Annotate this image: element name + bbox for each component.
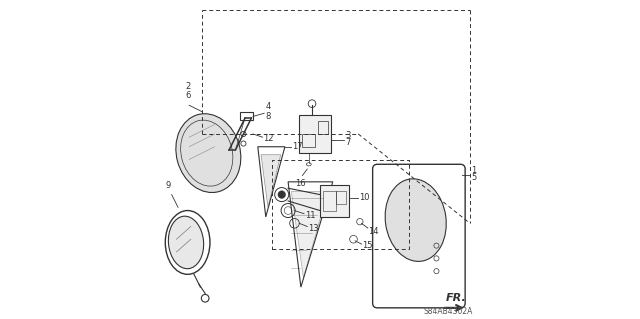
Text: 2
6: 2 6 [185, 82, 190, 100]
Ellipse shape [168, 216, 204, 269]
Text: 1: 1 [472, 166, 477, 175]
Text: 11: 11 [305, 211, 315, 220]
FancyBboxPatch shape [300, 115, 331, 153]
Text: 4
8: 4 8 [266, 102, 271, 121]
Text: FR.: FR. [446, 293, 467, 303]
FancyBboxPatch shape [320, 185, 349, 217]
Text: 5: 5 [472, 173, 477, 182]
Text: 12: 12 [264, 134, 274, 143]
Polygon shape [261, 155, 281, 207]
Text: 9: 9 [166, 181, 171, 190]
Text: 16: 16 [296, 179, 306, 188]
Text: 3: 3 [346, 131, 351, 140]
Text: 13: 13 [308, 224, 319, 233]
Text: 14: 14 [369, 227, 379, 236]
Polygon shape [291, 191, 328, 278]
Ellipse shape [176, 114, 241, 192]
Ellipse shape [385, 179, 446, 261]
Text: 7: 7 [346, 138, 351, 147]
Text: S84AB4302A: S84AB4302A [424, 307, 473, 316]
Text: 17: 17 [292, 142, 303, 151]
Text: 10: 10 [359, 193, 369, 202]
Circle shape [278, 191, 285, 198]
Text: 15: 15 [362, 241, 372, 250]
